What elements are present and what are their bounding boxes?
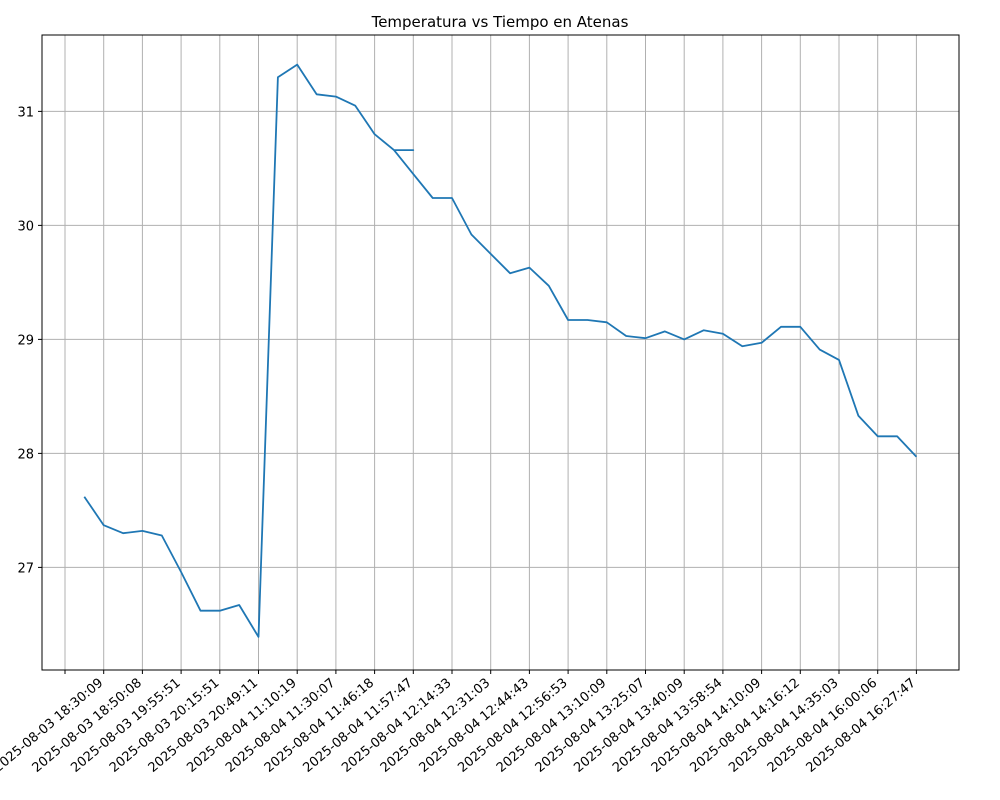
plot-area-frame [41, 34, 960, 671]
y-axis: 27 28 29 30 31 [17, 105, 42, 576]
grid-layer [42, 35, 959, 670]
chart-title: Temperatura vs Tiempo en Atenas [371, 13, 629, 31]
y-tick-label: 30 [17, 219, 34, 234]
series-layer [83, 63, 918, 638]
y-tick-label: 28 [17, 447, 34, 462]
series-line [83, 63, 918, 638]
y-tick-label: 27 [17, 561, 34, 576]
y-tick-label: 29 [17, 333, 34, 348]
y-tick-label: 31 [17, 105, 34, 120]
